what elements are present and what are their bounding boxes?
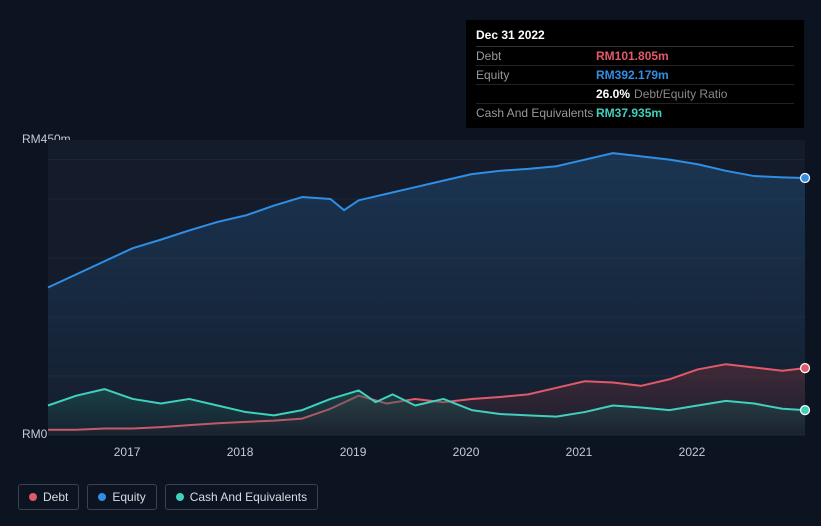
cash-dot-icon	[176, 493, 184, 501]
legend-item-cash[interactable]: Cash And Equivalents	[165, 484, 318, 510]
legend-item-label: Cash And Equivalents	[190, 490, 307, 504]
x-axis-tick-label: 2019	[340, 445, 367, 459]
legend-item-debt[interactable]: Debt	[18, 484, 79, 510]
x-axis-tick-label: 2018	[227, 445, 254, 459]
legend-item-equity[interactable]: Equity	[87, 484, 156, 510]
x-axis-tick-label: 2017	[114, 445, 141, 459]
equity-dot-icon	[98, 493, 106, 501]
x-axis-tick-label: 2021	[566, 445, 593, 459]
legend-item-label: Debt	[43, 490, 68, 504]
chart-legend: Debt Equity Cash And Equivalents	[18, 484, 318, 510]
x-axis-tick-label: 2020	[453, 445, 480, 459]
x-axis-tick-label: 2022	[679, 445, 706, 459]
debt-dot-icon	[29, 493, 37, 501]
legend-item-label: Equity	[112, 490, 145, 504]
